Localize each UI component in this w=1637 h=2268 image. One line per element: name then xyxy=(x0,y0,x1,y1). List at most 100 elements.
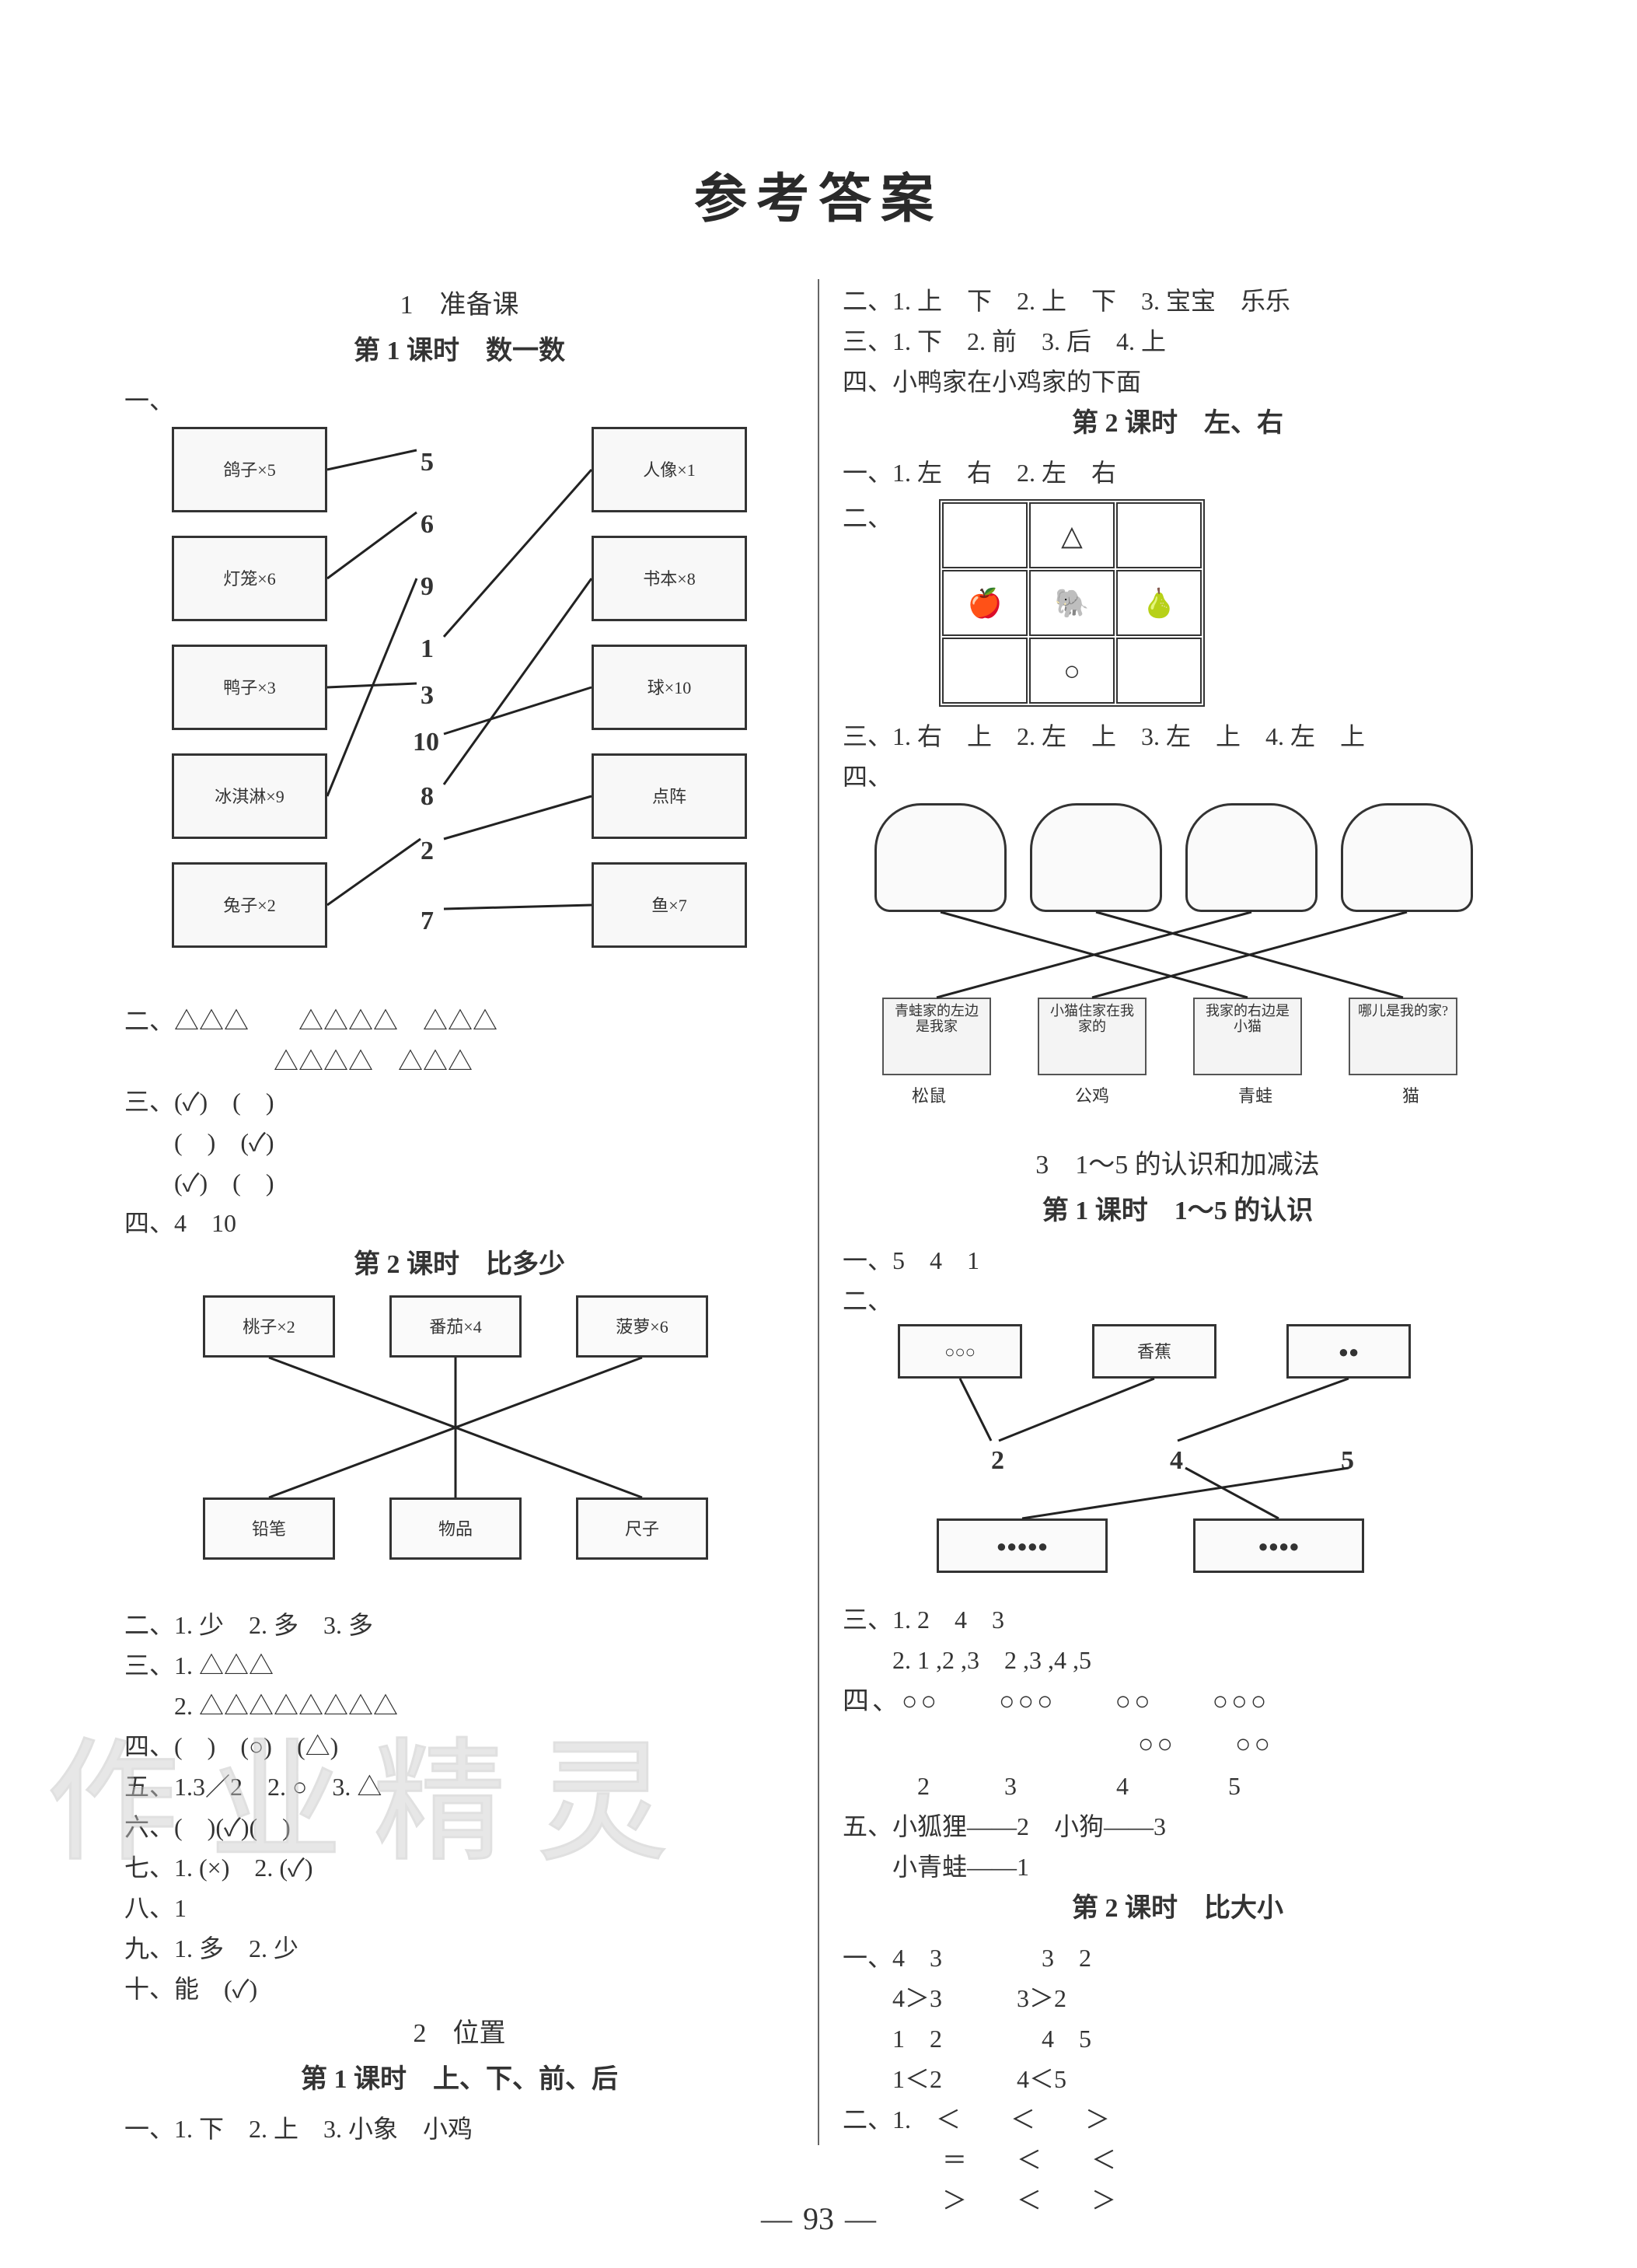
s3q4c: 2 3 4 5 xyxy=(843,1767,1513,1805)
animal-label: 松鼠 xyxy=(890,1083,968,1109)
match-num: 1 xyxy=(421,629,434,669)
s3q1: 一、5 4 1 xyxy=(843,1242,1513,1279)
r5-label: 二、 xyxy=(843,499,892,536)
page-title: 参考答案 xyxy=(109,156,1528,232)
bag-icon xyxy=(874,803,1007,912)
s3b1b: 4＞3 3＞2 xyxy=(843,1980,1513,2017)
q4-line: 四、4 10 xyxy=(124,1204,794,1242)
r7-label: 四、 xyxy=(843,758,1513,795)
match-num: 8 xyxy=(421,777,434,816)
pic-box: ●● xyxy=(1286,1324,1411,1379)
r2: 三、1. 下 2. 前 3. 后 4. 上 xyxy=(843,323,1513,360)
matching-diagram-1: 鸽子×5 灯笼×6 鸭子×3 冰淇淋×9 兔子×2 人像×1 书本×8 球×10… xyxy=(172,427,747,987)
grid-cell xyxy=(942,638,1028,704)
lesson-3-2-title: 第 2 课时 比大小 xyxy=(843,1889,1513,1928)
q2-line: 二、△△△ △△△△ △△△ xyxy=(124,1002,794,1040)
animal-label: 青蛙 xyxy=(1216,1083,1294,1109)
bag-icon xyxy=(1030,803,1162,912)
pic-box: 鸽子×5 xyxy=(172,427,327,512)
grid-cell: 🐘 xyxy=(1029,570,1115,636)
lesson-1-1-title: 第 1 课时 数一数 xyxy=(124,331,794,371)
pic-box: ●●●●● xyxy=(937,1518,1108,1573)
tag-box: 我家的右边是小猫 xyxy=(1193,998,1302,1075)
r3: 四、小鸭家在小鸡家的下面 xyxy=(843,363,1513,400)
section-2-title: 2 位置 xyxy=(124,2014,794,2053)
lesson-2-1-title: 第 1 课时 上、下、前、后 xyxy=(124,2060,794,2099)
q3c-line: (✓) ( ) xyxy=(124,1164,794,1201)
s3q4b: ○○ ○○ xyxy=(843,1725,1513,1764)
right-column: 二、1. 上 下 2. 上 下 3. 宝宝 乐乐 三、1. 下 2. 前 3. … xyxy=(819,279,1528,2145)
q1-label: 一、 xyxy=(124,382,794,419)
match-num: 2 xyxy=(421,831,434,871)
grid-cell: ○ xyxy=(1029,638,1115,704)
tag-box: 哪儿是我的家? xyxy=(1349,998,1457,1075)
match-num: 10 xyxy=(413,722,439,762)
s3b1c: 1 2 4 5 xyxy=(843,2020,1513,2057)
l2q8: 八、1 xyxy=(124,1889,794,1927)
content-columns: 1 准备课 第 1 课时 数一数 一、 鸽子×5 灯笼×6 鸭子×3 冰淇淋×9… xyxy=(109,279,1528,2145)
match-num: 3 xyxy=(421,676,434,715)
lesson-1-2-title: 第 2 课时 比多少 xyxy=(124,1245,794,1284)
pic-box: 灯笼×6 xyxy=(172,536,327,621)
match-num: 7 xyxy=(421,901,434,941)
pic-box: 铅笔 xyxy=(203,1497,335,1560)
pic-box: ●●●● xyxy=(1193,1518,1364,1573)
q3a-line: 三、(✓) ( ) xyxy=(124,1083,794,1120)
pic-box: ○○○ xyxy=(898,1324,1022,1379)
section-1-title: 1 准备课 xyxy=(124,285,794,325)
s3q5a: 五、小狐狸——2 小狗——3 xyxy=(843,1808,1513,1845)
grid-cell: △ xyxy=(1029,502,1115,568)
pic-box: 兔子×2 xyxy=(172,862,327,948)
match-num: 2 xyxy=(991,1441,1004,1480)
q3b-line: ( ) (✓) xyxy=(124,1124,794,1161)
tag-box: 小猫住家在我家的 xyxy=(1038,998,1147,1075)
pic-box: 人像×1 xyxy=(592,427,747,512)
grid-cell xyxy=(1116,502,1202,568)
l2q10: 十、能 (✓) xyxy=(124,1970,794,2008)
l2q3b: 2. △△△△△△△△ xyxy=(124,1687,794,1725)
bag-icon xyxy=(1341,803,1473,912)
s3q3a: 三、1. 2 4 3 xyxy=(843,1601,1513,1638)
s3q5b: 小青蛙——1 xyxy=(843,1848,1513,1885)
pic-box: 物品 xyxy=(389,1497,522,1560)
s3q2-label: 二、 xyxy=(843,1282,1513,1319)
matching-diagram-4: ○○○ 香蕉 ●● 2 4 5 ●●●●● ●●●● xyxy=(859,1324,1496,1588)
s3b1a: 一、4 3 3 2 xyxy=(843,1939,1513,1976)
l2q9: 九、1. 多 2. 少 xyxy=(124,1930,794,1967)
q2b-line: △△△△ △△△ xyxy=(124,1043,794,1080)
s3q4a: 四、○○ ○○○ ○○ ○○○ xyxy=(843,1682,1513,1721)
matching-diagram-2: 桃子×2 番茄×4 菠萝×6 铅笔 物品 尺子 xyxy=(172,1295,747,1591)
left-column: 1 准备课 第 1 课时 数一数 一、 鸽子×5 灯笼×6 鸭子×3 冰淇淋×9… xyxy=(109,279,819,2145)
l2q2: 二、1. 少 2. 多 3. 多 xyxy=(124,1606,794,1644)
grid-cell: 🍎 xyxy=(942,570,1028,636)
s3q3b: 2. 1 ,2 ,3 2 ,3 ,4 ,5 xyxy=(843,1641,1513,1679)
match-num: 5 xyxy=(1341,1441,1354,1480)
match-num: 9 xyxy=(421,567,434,606)
match-num: 4 xyxy=(1170,1441,1183,1480)
pic-box: 球×10 xyxy=(592,645,747,730)
pic-box: 尺子 xyxy=(576,1497,708,1560)
l2q6: 六、( )(✓)( ) xyxy=(124,1808,794,1846)
pic-box: 菠萝×6 xyxy=(576,1295,708,1358)
pic-box: 点阵 xyxy=(592,753,747,839)
s2q1: 一、1. 下 2. 上 3. 小象 小鸡 xyxy=(124,2110,794,2147)
bag-icon xyxy=(1185,803,1318,912)
lesson-3-1-title: 第 1 课时 1～5 的认识 xyxy=(843,1191,1513,1231)
grid-cell xyxy=(1116,638,1202,704)
l2q3a: 三、1. △△△ xyxy=(124,1647,794,1684)
r6: 三、1. 右 上 2. 左 上 3. 左 上 4. 左 上 xyxy=(843,718,1513,755)
pic-box: 鱼×7 xyxy=(592,862,747,948)
section-3-title: 3 1～5 的认识和加减法 xyxy=(843,1145,1513,1185)
s3b2a: 二、1. ＜ ＜ ＞ xyxy=(843,2101,1513,2138)
l2q5: 五、1.3／2 2. ○ 3. △ xyxy=(124,1768,794,1805)
lesson-2-2-title: 第 2 课时 左、右 xyxy=(843,404,1513,443)
pic-box: 番茄×4 xyxy=(389,1295,522,1358)
r1: 二、1. 上 下 2. 上 下 3. 宝宝 乐乐 xyxy=(843,282,1513,320)
pic-box: 冰淇淋×9 xyxy=(172,753,327,839)
grid-cell xyxy=(942,502,1028,568)
tag-box: 青蛙家的左边是我家 xyxy=(882,998,991,1075)
match-num: 6 xyxy=(421,505,434,544)
pic-box: 书本×8 xyxy=(592,536,747,621)
l2q4: 四、( ) (○) (△) xyxy=(124,1728,794,1765)
animal-label: 公鸡 xyxy=(1053,1083,1131,1109)
